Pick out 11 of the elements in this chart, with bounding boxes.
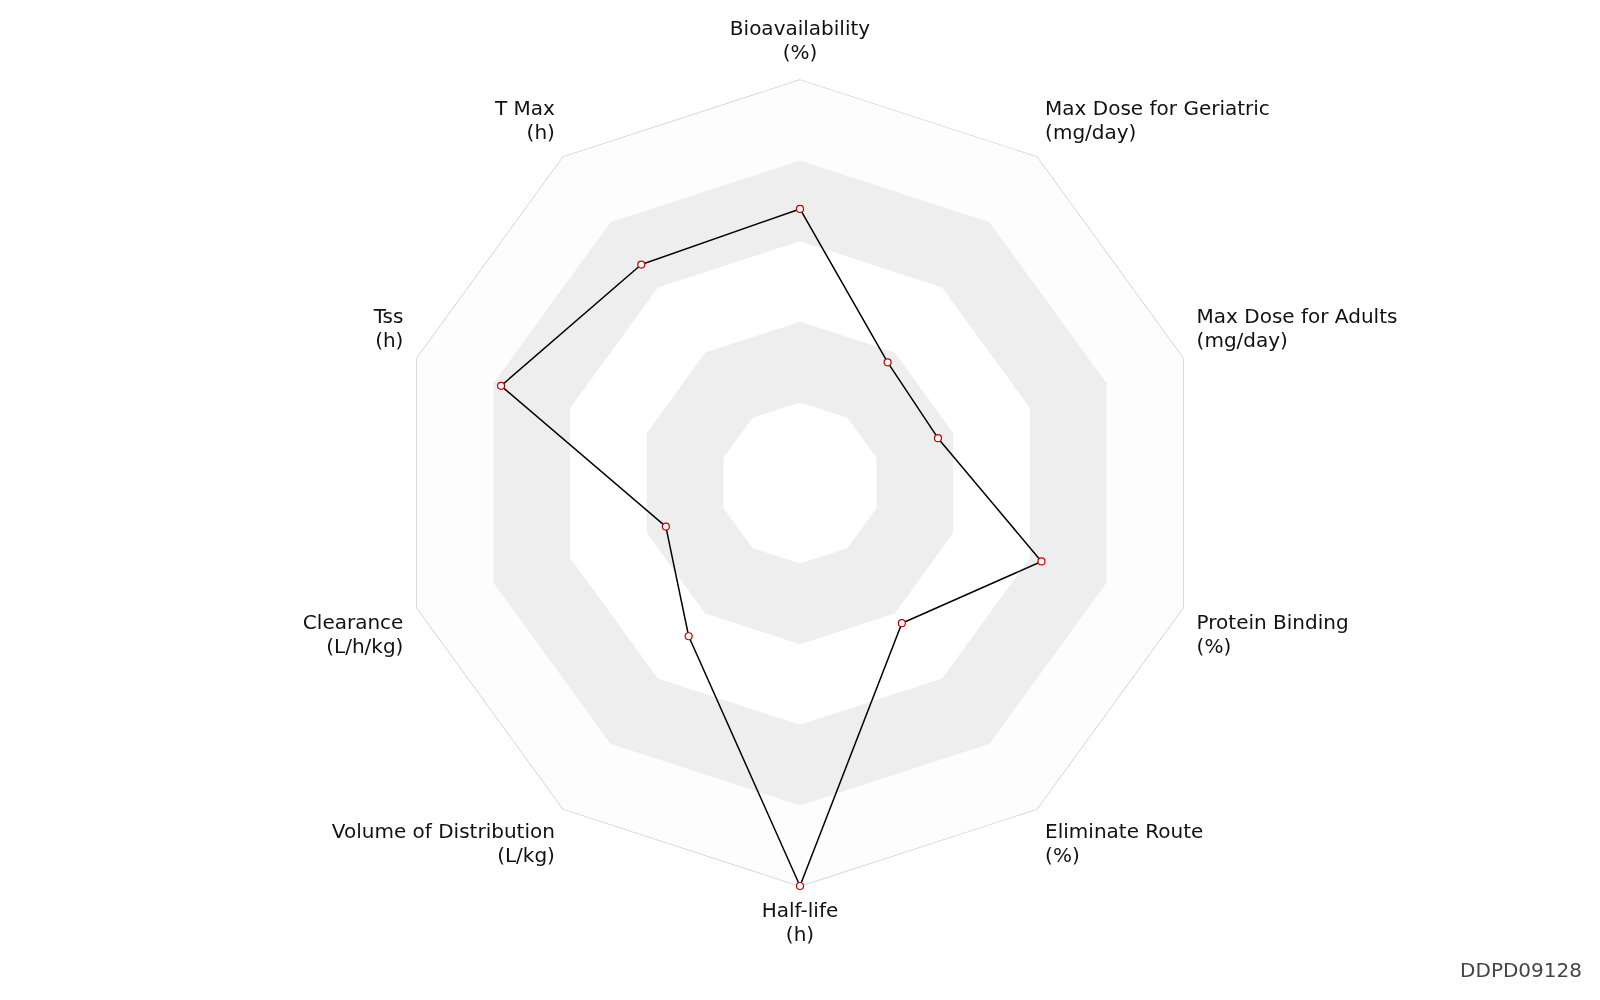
spoke-label: Half-life (h) bbox=[761, 898, 839, 947]
spoke-label: Clearance (L/h/kg) bbox=[302, 610, 404, 659]
text: DDPD09128 bbox=[1460, 958, 1582, 982]
spoke-label: Volume of Distribution (L/kg) bbox=[331, 818, 555, 867]
spoke-label: Eliminate Route (%) bbox=[1045, 818, 1204, 867]
spoke-label: Tss (h) bbox=[372, 304, 404, 353]
spoke-label: Max Dose for Geriatric (mg/day) bbox=[1045, 95, 1270, 144]
spoke-label: Bioavailability (%) bbox=[729, 16, 871, 65]
spoke-label: T Max (h) bbox=[493, 95, 556, 144]
spoke-label: Protein Binding (%) bbox=[1196, 610, 1349, 659]
spoke-label: Max Dose for Adults (mg/day) bbox=[1196, 304, 1398, 353]
